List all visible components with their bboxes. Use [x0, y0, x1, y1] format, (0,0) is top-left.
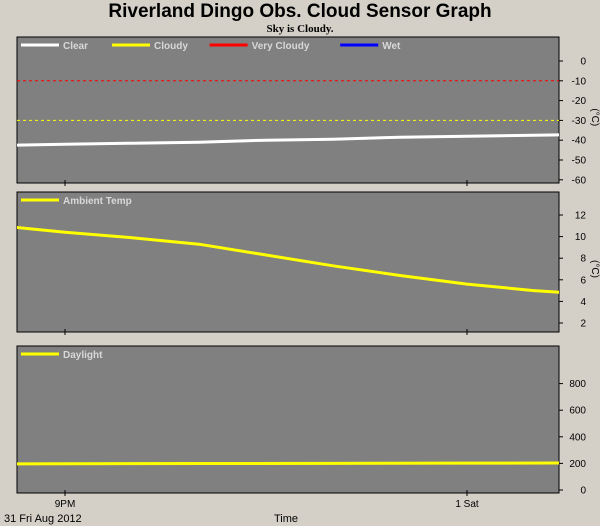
cloud-ylabel: (°C) — [589, 108, 600, 126]
cloud-ytick-label: -30 — [572, 116, 587, 127]
ambient-ytick-label: 6 — [580, 275, 586, 286]
ambient-plot-area — [16, 191, 560, 333]
legend-label-very-cloudy: Very Cloudy — [252, 41, 310, 52]
cloud-ytick-label: -40 — [572, 136, 587, 147]
daylight-ytick-label: 600 — [569, 406, 586, 417]
cloud-panel: 0 -10 -20 -30 -40 -50 -60 (°C) Clear Cloudy Very C… — [16, 36, 600, 186]
daylight-ytick-label: 0 — [580, 486, 586, 497]
cloud-ytick-label: -20 — [572, 96, 587, 107]
ambient-ylabel: (°C) — [589, 260, 600, 278]
sky-status: Sky is Cloudy. — [266, 23, 334, 35]
ambient-panel: 12 10 8 6 4 2 (°C) Ambient Temp — [16, 191, 600, 335]
daylight-line — [17, 461, 559, 466]
ambient-ytick-label: 4 — [580, 297, 586, 308]
cloud-ytick-label: -50 — [572, 156, 587, 167]
ambient-ytick-label: 2 — [580, 319, 586, 330]
cloud-line-clear — [17, 133, 559, 147]
xtick-label-9pm: 9PM — [55, 499, 76, 510]
ambient-line — [17, 225, 559, 294]
legend-label-clear: Clear — [63, 41, 88, 52]
daylight-plot-area — [16, 345, 560, 494]
page-title: Riverland Dingo Obs. Cloud Sensor Graph — [108, 1, 492, 22]
cloud-series — [17, 133, 559, 147]
xtick-label-1-sat: 1 Sat — [455, 499, 479, 510]
daylight-ytick-label: 800 — [569, 379, 586, 390]
daylight-series — [17, 461, 559, 466]
x-axis-label: Time — [274, 513, 298, 525]
legend-label-ambient-temp: Ambient Temp — [63, 196, 132, 207]
ambient-series — [17, 225, 559, 294]
legend-label-wet: Wet — [382, 41, 401, 52]
legend-label-cloudy: Cloudy — [154, 41, 188, 52]
ambient-ytick-label: 8 — [580, 254, 586, 265]
ambient-ytick-label: 10 — [575, 232, 587, 243]
date-label: 31 Fri Aug 2012 — [4, 513, 82, 525]
ambient-ytick-label: 12 — [575, 211, 587, 222]
daylight-ytick-label: 400 — [569, 432, 586, 443]
legend-label-daylight: Daylight — [63, 350, 103, 361]
cloud-ytick-label: -60 — [572, 175, 587, 186]
daylight-ytick-label: 200 — [569, 459, 586, 470]
cloud-ytick-label: 0 — [580, 57, 586, 68]
cloud-ytick-label: -10 — [572, 76, 587, 87]
cloud-plot-area — [16, 36, 560, 184]
